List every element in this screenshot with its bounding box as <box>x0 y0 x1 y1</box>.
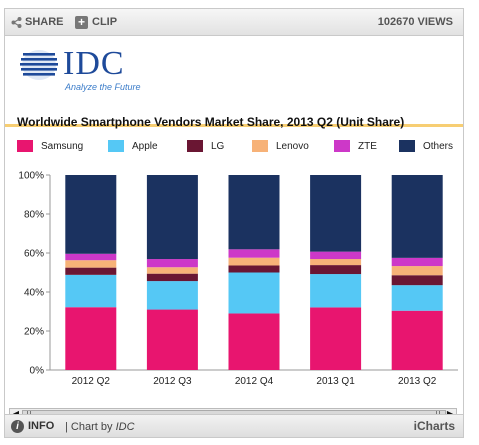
bar-segment-lenovo <box>146 267 198 274</box>
icharts-link[interactable]: iCharts <box>413 419 455 433</box>
logo-area: IDC Analyze the Future <box>5 36 463 127</box>
stacked-bar-plot: 0% 20% 40% 60% 80% 100% 2012 Q2 2012 Q3 2012 Q4 2… <box>18 171 458 387</box>
clip-button[interactable]: + CLIP <box>75 14 117 30</box>
legend-item-lg[interactable]: LG <box>187 140 224 154</box>
legend-swatch <box>17 140 33 153</box>
bar-segment-apple <box>310 274 362 308</box>
bar-segment-lg <box>146 273 198 282</box>
bar-segment-lenovo <box>228 257 280 266</box>
legend-swatch <box>399 140 415 153</box>
legend-label: ZTE <box>358 141 377 152</box>
legend-swatch <box>252 140 268 153</box>
bar-segment-zte <box>391 257 443 267</box>
legend-item-others[interactable]: Others <box>399 140 453 154</box>
bottom-bar: i INFO | Chart by IDC iCharts <box>5 414 463 437</box>
legend-label: Samsung <box>41 141 84 152</box>
bar-segment-lenovo <box>310 259 362 266</box>
bar-segment-lenovo <box>65 260 117 268</box>
idc-tagline: Analyze the Future <box>65 82 141 92</box>
legend-label: Others <box>423 141 454 152</box>
scroll-right-arrow-icon[interactable]: ▶ <box>444 408 456 420</box>
bar-segment-others <box>65 175 117 254</box>
scroll-left-arrow-icon[interactable]: ◀ <box>10 408 22 420</box>
y-tick-label: 100% <box>18 171 44 182</box>
bar-segment-samsung <box>146 309 198 370</box>
x-tick-label: 2012 Q2 <box>72 376 111 387</box>
idc-globe-logo-icon <box>20 50 58 80</box>
share-icon <box>11 16 22 28</box>
bar-segment-others <box>146 175 198 260</box>
legend-label: Apple <box>132 141 158 152</box>
bar-segment-samsung <box>228 313 280 370</box>
view-count: 102670 VIEWS <box>377 16 453 28</box>
info-label: INFO <box>28 420 55 432</box>
bar-segment-samsung <box>310 307 362 370</box>
chart-by-prefix: | Chart by <box>65 421 113 433</box>
plus-icon: + <box>75 15 88 29</box>
top-toolbar: SHARE + CLIP 102670 VIEWS <box>5 9 463 36</box>
clip-label: CLIP <box>92 16 118 28</box>
info-button[interactable]: i INFO <box>11 419 54 433</box>
x-tick-label: 2012 Q4 <box>235 376 274 387</box>
bar-segment-lg <box>65 267 117 275</box>
x-tick-label: 2012 Q3 <box>153 376 192 387</box>
bar-segment-samsung <box>391 310 443 370</box>
bar-segment-apple <box>391 285 443 311</box>
legend-swatch <box>108 140 124 153</box>
chart-credit: | Chart by IDC <box>65 420 135 434</box>
bar-segment-samsung <box>65 307 117 370</box>
share-label: SHARE <box>25 16 64 28</box>
bar-segment-zte <box>228 249 280 258</box>
bar-segment-apple <box>146 281 198 310</box>
share-button[interactable]: SHARE <box>11 14 64 30</box>
header-divider <box>5 124 463 127</box>
x-tick-label: 2013 Q1 <box>316 376 355 387</box>
y-tick-label: 20% <box>24 327 44 338</box>
chart-widget: SHARE + CLIP 102670 VIEWS IDC Analyze the… <box>4 8 464 438</box>
legend-item-apple[interactable]: Apple <box>108 140 158 154</box>
info-icon: i <box>11 419 24 433</box>
legend-label: LG <box>211 141 225 152</box>
bar-segment-others <box>310 175 362 252</box>
chart-title: Worldwide Smartphone Vendors Market Shar… <box>17 115 405 129</box>
bar-segment-zte <box>310 251 362 260</box>
y-tick-label: 60% <box>24 249 44 260</box>
idc-logo-text: IDC <box>63 45 125 82</box>
bar-segment-lenovo <box>391 266 443 276</box>
legend-label: Lenovo <box>276 141 309 152</box>
y-tick-label: 40% <box>24 288 44 299</box>
chart-legend: Samsung Apple LG Lenovo ZTE Others <box>17 140 462 156</box>
bar-segment-zte <box>65 253 117 261</box>
bar-segment-zte <box>146 259 198 268</box>
bar-segment-apple <box>228 272 280 314</box>
legend-item-samsung[interactable]: Samsung <box>17 140 83 154</box>
x-tick-label: 2013 Q2 <box>398 376 437 387</box>
bar-segment-lg <box>391 275 443 286</box>
y-tick-label: 0% <box>30 366 45 377</box>
bar-segment-others <box>228 175 280 250</box>
bar-segment-apple <box>65 274 117 308</box>
y-tick-label: 80% <box>24 210 44 221</box>
legend-item-zte[interactable]: ZTE <box>334 140 377 154</box>
bar-segment-lg <box>310 265 362 275</box>
chart-by-brand[interactable]: IDC <box>115 421 135 433</box>
legend-swatch <box>187 140 203 153</box>
bar-segment-lg <box>228 265 280 273</box>
legend-swatch <box>334 140 350 153</box>
legend-item-lenovo[interactable]: Lenovo <box>252 140 309 154</box>
bar-segment-others <box>391 175 443 258</box>
